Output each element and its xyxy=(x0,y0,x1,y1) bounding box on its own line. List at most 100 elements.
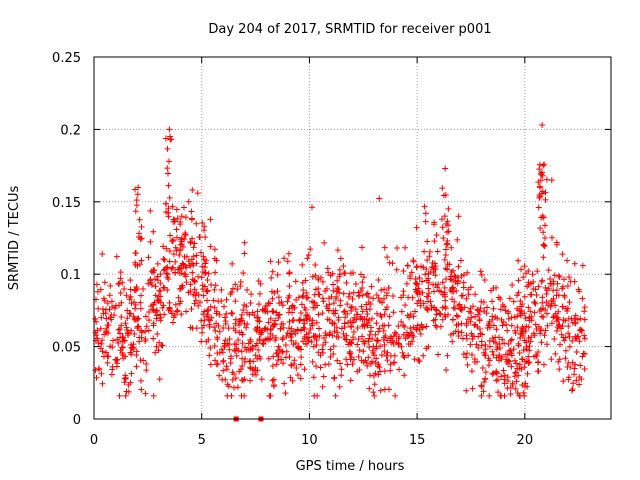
data-point xyxy=(143,360,150,367)
data-point xyxy=(211,304,218,311)
data-point xyxy=(240,307,247,314)
data-point xyxy=(229,369,236,376)
data-point xyxy=(203,313,210,320)
data-point xyxy=(345,293,352,300)
data-point xyxy=(341,308,348,315)
data-point xyxy=(442,165,449,172)
data-point xyxy=(122,392,129,399)
data-point xyxy=(370,349,377,356)
data-point xyxy=(511,357,518,364)
data-point xyxy=(288,331,295,338)
data-point xyxy=(499,336,506,343)
data-point xyxy=(433,311,440,318)
data-point xyxy=(222,337,229,344)
data-point xyxy=(561,294,568,301)
data-point xyxy=(241,359,248,366)
data-point xyxy=(400,288,407,295)
data-point xyxy=(548,177,555,184)
data-point xyxy=(517,334,524,341)
data-point xyxy=(356,292,363,299)
data-point xyxy=(452,273,459,280)
data-point xyxy=(232,320,239,327)
data-point xyxy=(270,376,277,383)
data-point xyxy=(573,348,580,355)
data-point xyxy=(493,346,500,353)
data-point xyxy=(191,278,198,285)
data-point xyxy=(143,323,150,330)
data-point xyxy=(165,182,172,189)
data-point xyxy=(457,257,464,264)
data-point xyxy=(554,324,561,331)
data-point xyxy=(576,338,583,345)
data-point xyxy=(313,363,320,370)
data-point xyxy=(256,353,263,360)
x-tick-label: 0 xyxy=(90,433,98,448)
data-point xyxy=(254,367,261,374)
data-point xyxy=(581,335,588,342)
data-point xyxy=(172,244,179,251)
data-point xyxy=(363,316,370,323)
data-point xyxy=(533,326,540,333)
data-point xyxy=(253,371,260,378)
data-point xyxy=(149,306,156,313)
data-point xyxy=(269,295,276,302)
data-point xyxy=(273,361,280,368)
data-point xyxy=(400,353,407,360)
data-point xyxy=(449,284,456,291)
data-point xyxy=(581,332,588,339)
data-point xyxy=(381,348,388,355)
data-point xyxy=(463,295,470,302)
data-point xyxy=(341,270,348,277)
data-point xyxy=(254,308,261,315)
data-point xyxy=(275,259,282,266)
data-point xyxy=(137,299,144,306)
data-point xyxy=(371,392,378,399)
data-point xyxy=(414,300,421,307)
data-point xyxy=(536,166,543,173)
data-point xyxy=(360,348,367,355)
data-point xyxy=(278,356,285,363)
data-point xyxy=(396,366,403,373)
data-point xyxy=(509,281,516,288)
data-point xyxy=(381,311,388,318)
data-point xyxy=(579,353,586,360)
data-point xyxy=(255,346,262,353)
data-point xyxy=(374,336,381,343)
data-point xyxy=(508,322,515,329)
data-point xyxy=(513,360,520,367)
data-point xyxy=(454,313,461,320)
data-point xyxy=(212,357,219,364)
data-point xyxy=(387,352,394,359)
data-point xyxy=(463,350,470,357)
data-point xyxy=(561,337,568,344)
data-point xyxy=(190,262,197,269)
data-point xyxy=(198,274,205,281)
data-point xyxy=(241,239,248,246)
data-point xyxy=(289,377,296,384)
data-point xyxy=(526,315,533,322)
data-point xyxy=(496,357,503,364)
data-point xyxy=(182,262,189,269)
data-point xyxy=(289,309,296,316)
data-point xyxy=(224,381,231,388)
data-point xyxy=(360,338,367,345)
data-point xyxy=(565,376,572,383)
data-point xyxy=(525,304,532,311)
data-point xyxy=(305,252,312,259)
data-point xyxy=(223,296,230,303)
data-point xyxy=(108,371,115,378)
data-point xyxy=(359,308,366,315)
data-point xyxy=(548,320,555,327)
data-point xyxy=(463,387,470,394)
data-point xyxy=(475,311,482,318)
data-point xyxy=(160,267,167,274)
data-point xyxy=(547,280,554,287)
data-point xyxy=(175,294,182,301)
data-point xyxy=(299,279,306,286)
data-point xyxy=(214,350,221,357)
data-point xyxy=(132,305,139,312)
data-point xyxy=(211,286,218,293)
data-point xyxy=(286,325,293,332)
data-point xyxy=(364,362,371,369)
data-point xyxy=(398,318,405,325)
